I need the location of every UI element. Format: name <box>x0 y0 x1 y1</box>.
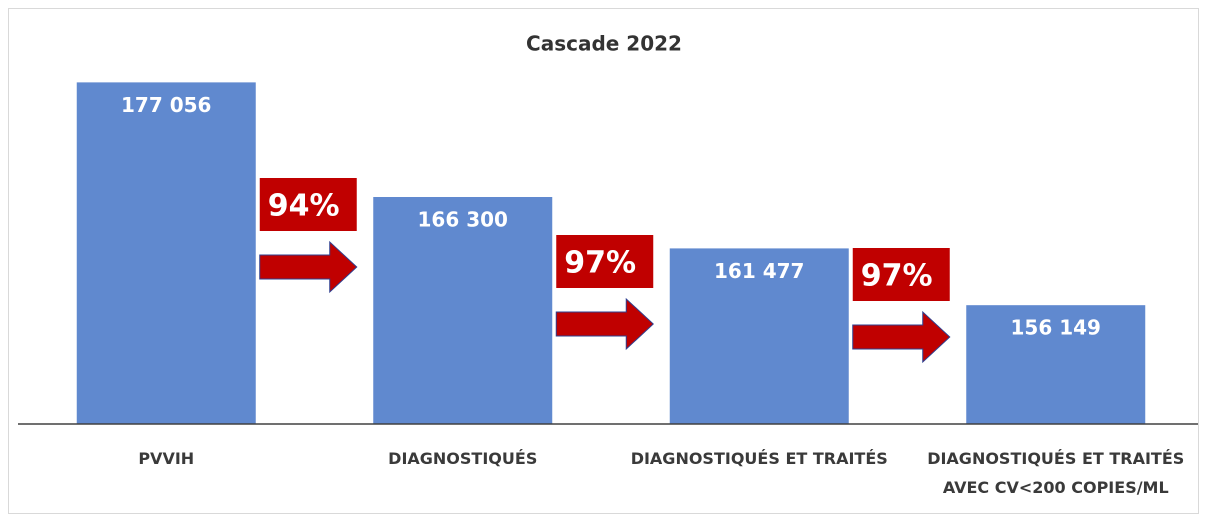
annotation: 94% <box>268 189 340 224</box>
value-label: 166 300 <box>418 208 508 232</box>
chart-title: Cascade 2022 <box>526 32 682 56</box>
annotation-box <box>556 235 654 288</box>
x-tick-label: DIAGNOSTIQUÉS <box>388 449 538 468</box>
x-tick-label: DIAGNOSTIQUÉS ET TRAITÉS AVEC CV<200 COP… <box>927 449 1185 497</box>
chart-frame <box>8 8 1199 514</box>
annotation: 97% <box>861 259 933 294</box>
annotation-box <box>259 178 357 231</box>
value-label: 161 477 <box>714 259 804 283</box>
bar <box>669 248 849 424</box>
x-tick-label: PVVIH <box>138 449 195 468</box>
value-label: 156 149 <box>1011 316 1101 340</box>
bar <box>373 197 553 424</box>
value-label: 177 056 <box>121 93 211 117</box>
x-tick-label: DIAGNOSTIQUÉS ET TRAITÉS <box>630 449 888 468</box>
bar <box>966 305 1146 424</box>
arrow <box>852 310 951 364</box>
arrow <box>555 297 654 351</box>
bar <box>76 82 256 424</box>
annotation-box <box>852 248 950 301</box>
annotation: 97% <box>564 246 636 281</box>
arrow <box>259 240 358 294</box>
